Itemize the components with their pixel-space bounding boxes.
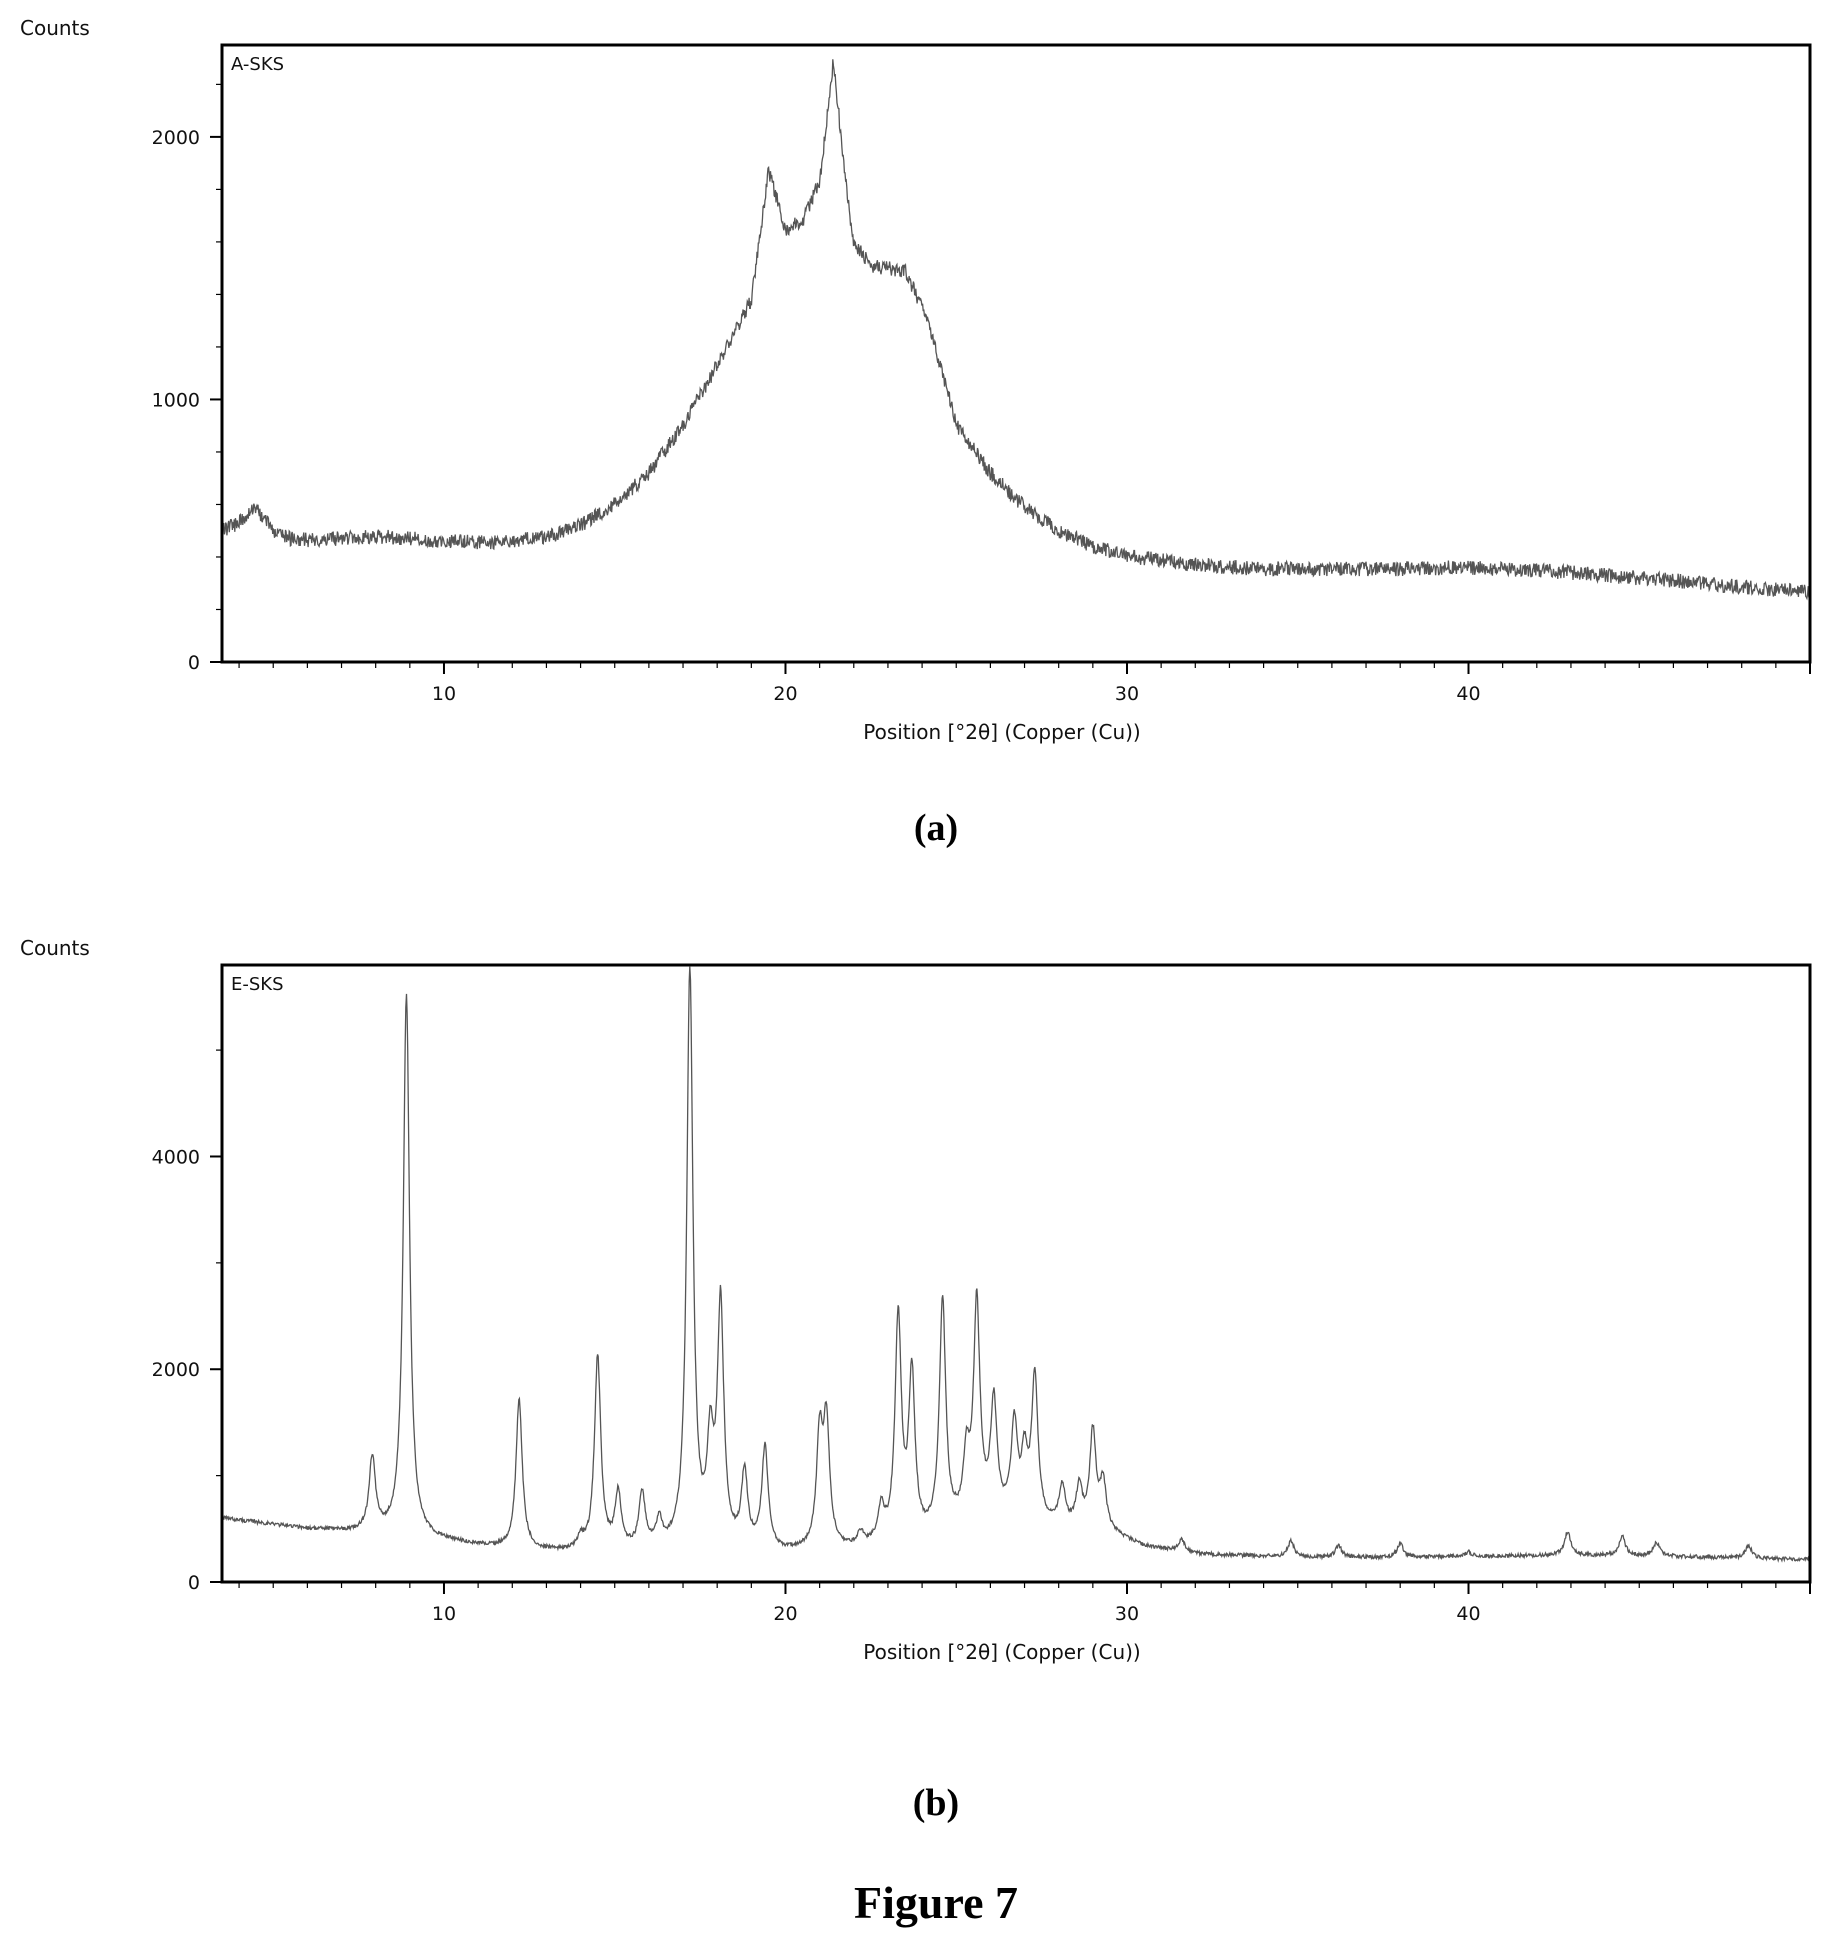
chart-b-series-label: E-SKS [231, 974, 284, 995]
chart-a-y-tick-label: 2000 [152, 127, 200, 149]
chart-a-y-tick-label: 0 [188, 652, 200, 674]
chart-b: Counts 10 20 30 40 0 2000 4000 E-SKS Position … [20, 936, 1812, 1824]
chart-a-series-line [221, 59, 1811, 601]
chart-b-x-tick-label: 40 [1456, 1603, 1480, 1625]
chart-b-x-axis-title: Position [°2θ] (Copper (Cu)) [863, 1640, 1140, 1664]
chart-b-x-tick-label: 20 [773, 1603, 797, 1625]
chart-b-y-tick-label: 2000 [152, 1359, 200, 1381]
chart-a-plot-frame [220, 43, 1812, 664]
chart-a-y-tick-label: 1000 [152, 389, 200, 411]
chart-a-series-label: A-SKS [231, 54, 284, 75]
chart-b-x-tick-label: 10 [432, 1603, 456, 1625]
chart-b-y-tick-label: 4000 [152, 1146, 200, 1168]
chart-a-x-tick-label: 20 [773, 683, 797, 705]
chart-b-plot-frame [220, 963, 1812, 1584]
chart-a-ticks: 10 20 30 40 0 1000 2000 [152, 83, 1811, 705]
chart-a-x-tick-label: 30 [1115, 683, 1139, 705]
chart-b-ticks: 10 20 30 40 0 2000 4000 [152, 1049, 1811, 1625]
chart-b-x-tick-label: 30 [1115, 1603, 1139, 1625]
chart-b-series-line [221, 966, 1811, 1563]
chart-a-panel-label: (a) [914, 807, 958, 849]
chart-b-panel-label: (b) [913, 1782, 959, 1824]
chart-b-y-axis-title: Counts [20, 936, 90, 960]
chart-a-y-axis-title: Counts [20, 16, 90, 40]
chart-a-x-tick-label: 10 [432, 683, 456, 705]
figure-title: Figure 7 [854, 1877, 1018, 1928]
chart-a: Counts 10 20 30 40 0 1000 2000 A-SKS Position … [20, 16, 1812, 849]
chart-b-y-tick-label: 0 [188, 1572, 200, 1594]
chart-a-x-axis-title: Position [°2θ] (Copper (Cu)) [863, 720, 1140, 744]
chart-a-x-tick-label: 40 [1456, 683, 1480, 705]
